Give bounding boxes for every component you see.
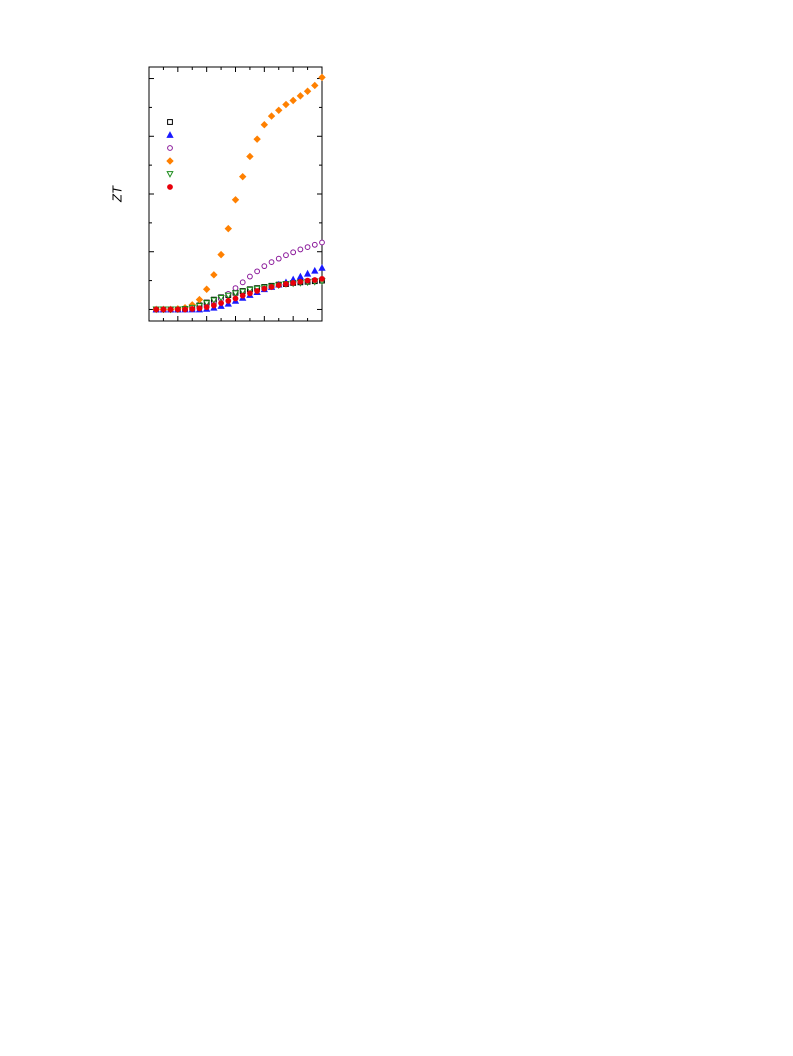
data-point bbox=[246, 286, 254, 294]
data-point bbox=[283, 281, 289, 287]
data-point bbox=[224, 224, 232, 233]
data-point bbox=[290, 280, 297, 286]
data-point bbox=[267, 112, 276, 120]
data-point bbox=[275, 255, 282, 262]
data-point bbox=[246, 152, 254, 161]
data-point bbox=[232, 295, 239, 302]
data-point bbox=[283, 252, 289, 259]
data-point bbox=[303, 87, 312, 95]
data-point bbox=[239, 172, 247, 181]
data-point bbox=[297, 246, 304, 253]
data-point bbox=[311, 241, 318, 248]
data-point bbox=[304, 277, 311, 284]
data-point bbox=[311, 81, 319, 90]
data-point bbox=[210, 297, 218, 305]
data-point bbox=[189, 305, 196, 312]
legend-marker bbox=[167, 184, 173, 190]
data-point bbox=[247, 273, 253, 280]
data-point bbox=[195, 295, 204, 304]
data-point bbox=[268, 259, 275, 266]
data-point bbox=[232, 285, 239, 291]
data-point bbox=[239, 288, 247, 296]
data-point bbox=[296, 272, 305, 280]
data-point bbox=[318, 73, 326, 82]
data-point bbox=[218, 300, 224, 307]
data-point bbox=[304, 244, 311, 251]
data-point bbox=[202, 285, 211, 293]
data-point bbox=[297, 278, 304, 285]
data-point bbox=[210, 302, 217, 309]
data-point bbox=[231, 196, 240, 204]
data-point bbox=[239, 279, 246, 286]
data-point bbox=[217, 250, 225, 259]
data-point bbox=[203, 304, 210, 311]
data-point bbox=[160, 306, 167, 313]
data-point bbox=[224, 292, 232, 300]
data-point bbox=[196, 305, 203, 312]
legend-marker bbox=[166, 171, 174, 178]
data-point bbox=[182, 306, 188, 313]
data-point bbox=[167, 306, 174, 313]
data-point bbox=[275, 106, 283, 115]
data-point bbox=[275, 282, 282, 289]
data-point bbox=[303, 269, 312, 277]
data-point bbox=[254, 288, 261, 294]
data-point bbox=[203, 300, 211, 307]
data-point bbox=[261, 263, 268, 270]
data-point bbox=[289, 96, 297, 105]
data-point bbox=[225, 297, 232, 304]
data-point bbox=[231, 290, 240, 298]
data-point bbox=[174, 306, 181, 313]
data-point bbox=[239, 292, 246, 299]
data-point bbox=[268, 284, 275, 290]
data-point bbox=[319, 275, 325, 282]
legend-marker bbox=[167, 145, 173, 151]
legend-marker bbox=[166, 157, 174, 165]
data-point bbox=[210, 271, 218, 279]
data-point bbox=[290, 249, 297, 256]
data-point bbox=[296, 92, 305, 100]
legend-marker bbox=[166, 131, 174, 138]
data-point bbox=[319, 239, 325, 246]
legend-marker bbox=[167, 119, 173, 125]
data-point bbox=[253, 135, 261, 143]
data-point bbox=[311, 277, 318, 283]
data-point bbox=[254, 268, 261, 275]
data-point bbox=[282, 100, 290, 109]
data-point bbox=[247, 290, 253, 297]
data-point bbox=[318, 264, 326, 271]
data-point bbox=[311, 266, 319, 274]
y-axis-label: ZT bbox=[109, 185, 124, 203]
data-point bbox=[260, 121, 269, 129]
data-point bbox=[261, 285, 268, 292]
data-point bbox=[217, 295, 225, 302]
data-point bbox=[153, 306, 160, 313]
